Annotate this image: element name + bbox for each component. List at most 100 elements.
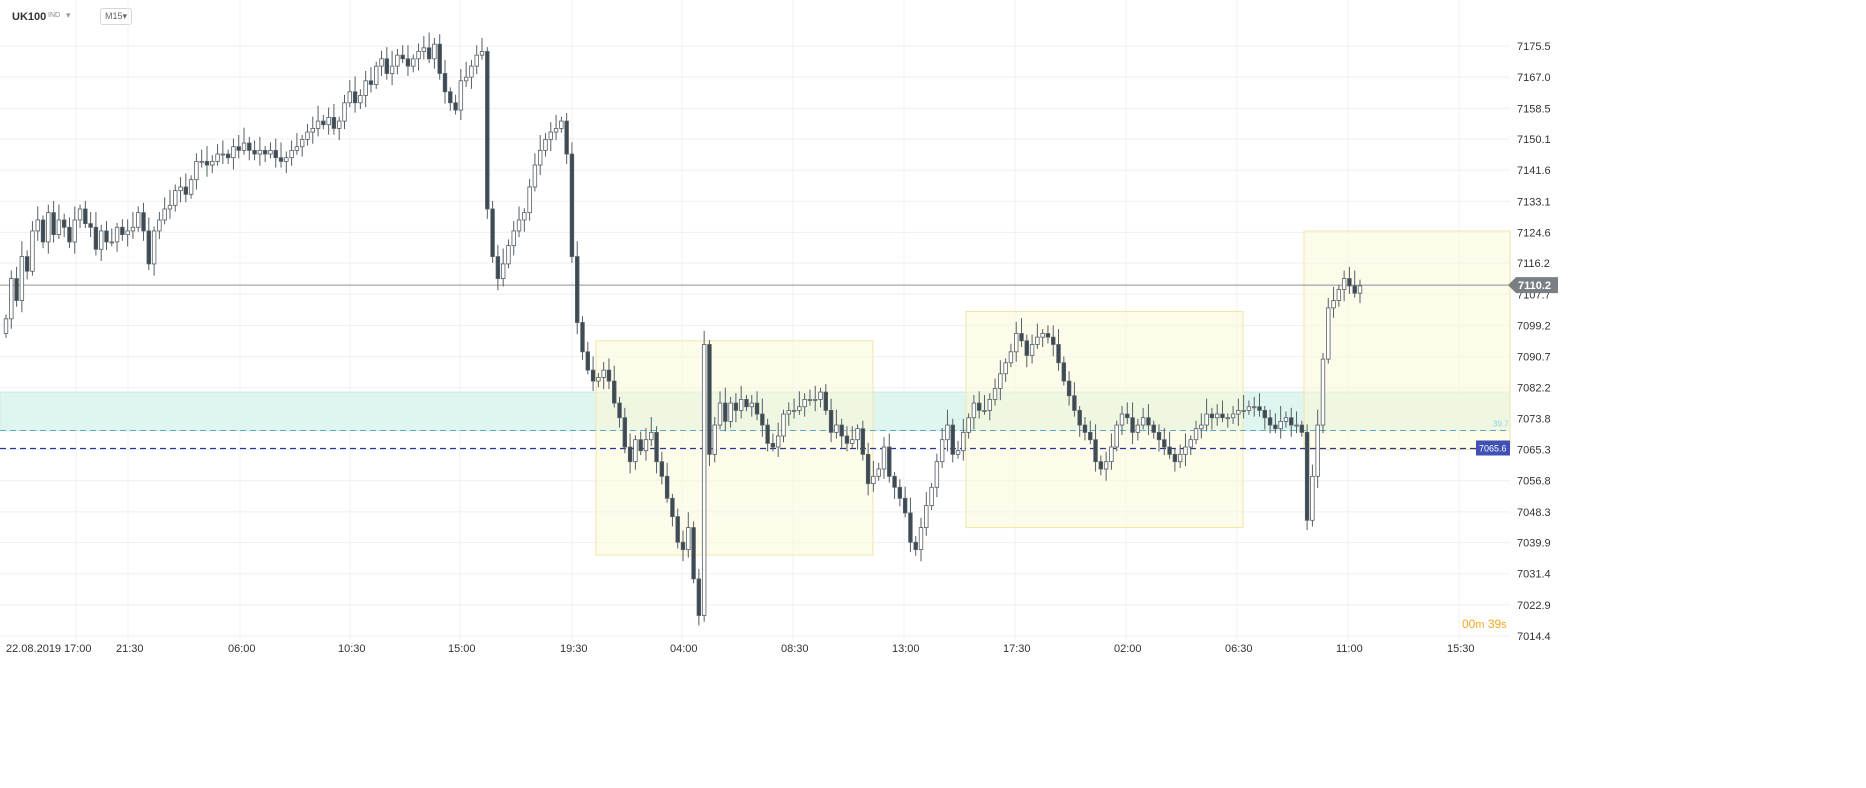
candle-down bbox=[1209, 413, 1215, 419]
candle-up bbox=[791, 410, 797, 412]
candle-down bbox=[252, 149, 257, 155]
candle-up bbox=[559, 120, 564, 129]
y-tick-label: 7031.4 bbox=[1517, 569, 1551, 581]
candle-down bbox=[590, 369, 596, 382]
candle-down bbox=[40, 219, 46, 243]
candle-down bbox=[83, 208, 88, 225]
candle-up bbox=[289, 149, 294, 159]
candle-up bbox=[30, 230, 35, 272]
candle-up bbox=[955, 450, 961, 455]
candle-down bbox=[760, 413, 765, 426]
candle-up bbox=[596, 377, 601, 382]
x-tick-label: 21:30 bbox=[116, 643, 144, 655]
candle-down bbox=[183, 186, 189, 195]
candle-down bbox=[887, 446, 892, 477]
candle-down bbox=[622, 417, 628, 448]
candle-down bbox=[627, 446, 633, 463]
candle-down bbox=[908, 512, 913, 543]
candle-up bbox=[19, 256, 25, 301]
candle-down bbox=[1093, 439, 1098, 463]
candle-up bbox=[1035, 336, 1040, 345]
symbol-label[interactable]: UK100 bbox=[12, 11, 47, 23]
candle-up bbox=[35, 219, 40, 232]
candle-up bbox=[9, 278, 14, 320]
candle-up bbox=[305, 131, 310, 140]
candle-up bbox=[99, 230, 104, 250]
candle-down bbox=[442, 73, 448, 93]
candle-up bbox=[1003, 362, 1008, 375]
candle-down bbox=[1289, 417, 1294, 426]
candle-up bbox=[416, 51, 421, 60]
candle-down bbox=[1151, 424, 1156, 433]
candle-down bbox=[1056, 344, 1061, 364]
candle-down bbox=[844, 435, 850, 444]
candle-up bbox=[1008, 351, 1014, 364]
candle-down bbox=[104, 230, 109, 243]
candle-down bbox=[146, 230, 152, 265]
current-price-tag: 7110.2 bbox=[1518, 280, 1551, 292]
candle-down bbox=[770, 442, 776, 448]
candle-down bbox=[680, 541, 686, 550]
candle-down bbox=[612, 380, 617, 404]
candle-down bbox=[691, 527, 696, 580]
candle-up bbox=[114, 226, 120, 243]
candle-down bbox=[368, 80, 374, 85]
candle-down bbox=[606, 369, 612, 382]
candle-up bbox=[178, 186, 183, 192]
candle-down bbox=[437, 43, 442, 74]
candle-down bbox=[24, 256, 30, 272]
candle-up bbox=[432, 43, 437, 60]
candle-down bbox=[262, 149, 268, 155]
candle-down bbox=[569, 153, 575, 257]
candle-down bbox=[1024, 340, 1029, 356]
x-tick-label: 02:00 bbox=[1114, 643, 1142, 655]
candle-down bbox=[897, 486, 903, 499]
candle-down bbox=[225, 153, 231, 159]
candle-up bbox=[284, 157, 289, 162]
y-tick-label: 7175.5 bbox=[1517, 41, 1551, 53]
time-axis[interactable]: 22.08.2019 17:00 21:30 06:00 10:30 15:00 19:30… bbox=[6, 643, 1475, 655]
candle-up bbox=[220, 153, 226, 156]
candle-up bbox=[633, 439, 638, 463]
x-tick-label: 06:00 bbox=[228, 643, 256, 655]
candle-up bbox=[389, 65, 395, 74]
candle-down bbox=[1146, 417, 1151, 426]
chevron-down-icon[interactable]: ▾ bbox=[66, 10, 71, 20]
candle-up bbox=[1014, 333, 1019, 353]
candle-up bbox=[738, 399, 744, 411]
candle-up bbox=[537, 149, 543, 166]
price-axis[interactable]: 7175.5 7167.0 7158.5 7150.1 7141.6 7133.1 7124… bbox=[1517, 41, 1551, 643]
candle-down bbox=[670, 497, 675, 518]
candle-down bbox=[247, 142, 252, 151]
candle-down bbox=[1299, 424, 1305, 433]
candle-down bbox=[448, 91, 453, 104]
candle-up bbox=[463, 76, 469, 82]
candle-down bbox=[384, 58, 390, 74]
y-tick-label: 7048.3 bbox=[1517, 507, 1551, 519]
candle-up bbox=[358, 95, 363, 104]
candle-up bbox=[294, 146, 300, 151]
candle-up bbox=[966, 417, 971, 433]
candle-up bbox=[347, 91, 352, 104]
timeframe-button[interactable]: M15▾ bbox=[100, 8, 133, 25]
candle-down bbox=[765, 424, 770, 444]
candle-down bbox=[51, 212, 56, 236]
candle-down bbox=[88, 223, 93, 228]
candle-up bbox=[1177, 453, 1183, 463]
candle-down bbox=[1125, 413, 1130, 419]
candle-down bbox=[1162, 439, 1167, 448]
candle-down bbox=[580, 322, 585, 353]
candle-up bbox=[813, 399, 818, 401]
candle-up bbox=[1236, 410, 1241, 415]
x-tick-label: 15:30 bbox=[1447, 643, 1475, 655]
candle-down bbox=[1045, 333, 1051, 338]
x-tick-label: 17:00 bbox=[64, 643, 92, 655]
candle-down bbox=[1061, 362, 1067, 382]
zones bbox=[0, 230, 1511, 556]
candle-up bbox=[395, 54, 400, 67]
candle-down bbox=[828, 410, 834, 433]
candle-down bbox=[236, 146, 241, 151]
candle-up bbox=[342, 102, 347, 122]
candle-up bbox=[601, 369, 606, 378]
